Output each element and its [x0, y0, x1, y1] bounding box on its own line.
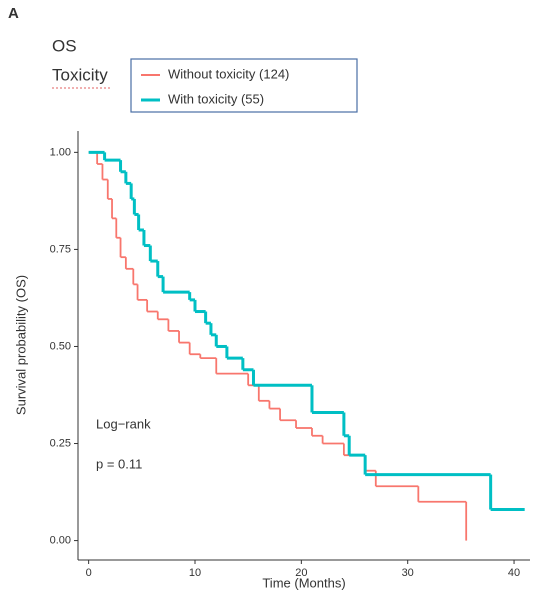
- x-axis-label: Time (Months): [262, 575, 345, 590]
- x-tick-label: 10: [189, 567, 201, 579]
- y-tick-label: 0.25: [50, 437, 71, 449]
- x-tick-label: 0: [86, 567, 92, 579]
- legend-box: [130, 58, 358, 113]
- annotation: Log−rank: [96, 416, 151, 431]
- y-tick-label: 0.00: [50, 534, 71, 546]
- x-tick-label: 40: [508, 567, 520, 579]
- legend-title: Toxicity: [52, 65, 108, 84]
- y-axis-label: Survival probability (OS): [13, 275, 28, 415]
- x-tick-label: 30: [402, 567, 414, 579]
- y-tick-label: 0.75: [50, 243, 71, 255]
- annotation: p = 0.11: [96, 456, 142, 471]
- y-tick-label: 0.50: [50, 340, 71, 352]
- chart-title: OS: [52, 36, 77, 55]
- panel-label: A: [8, 5, 19, 22]
- legend-label: With toxicity (55): [168, 91, 264, 106]
- x-tick-label: 20: [295, 567, 307, 579]
- y-tick-label: 1.00: [50, 146, 71, 158]
- legend-label: Without toxicity (124): [168, 66, 289, 81]
